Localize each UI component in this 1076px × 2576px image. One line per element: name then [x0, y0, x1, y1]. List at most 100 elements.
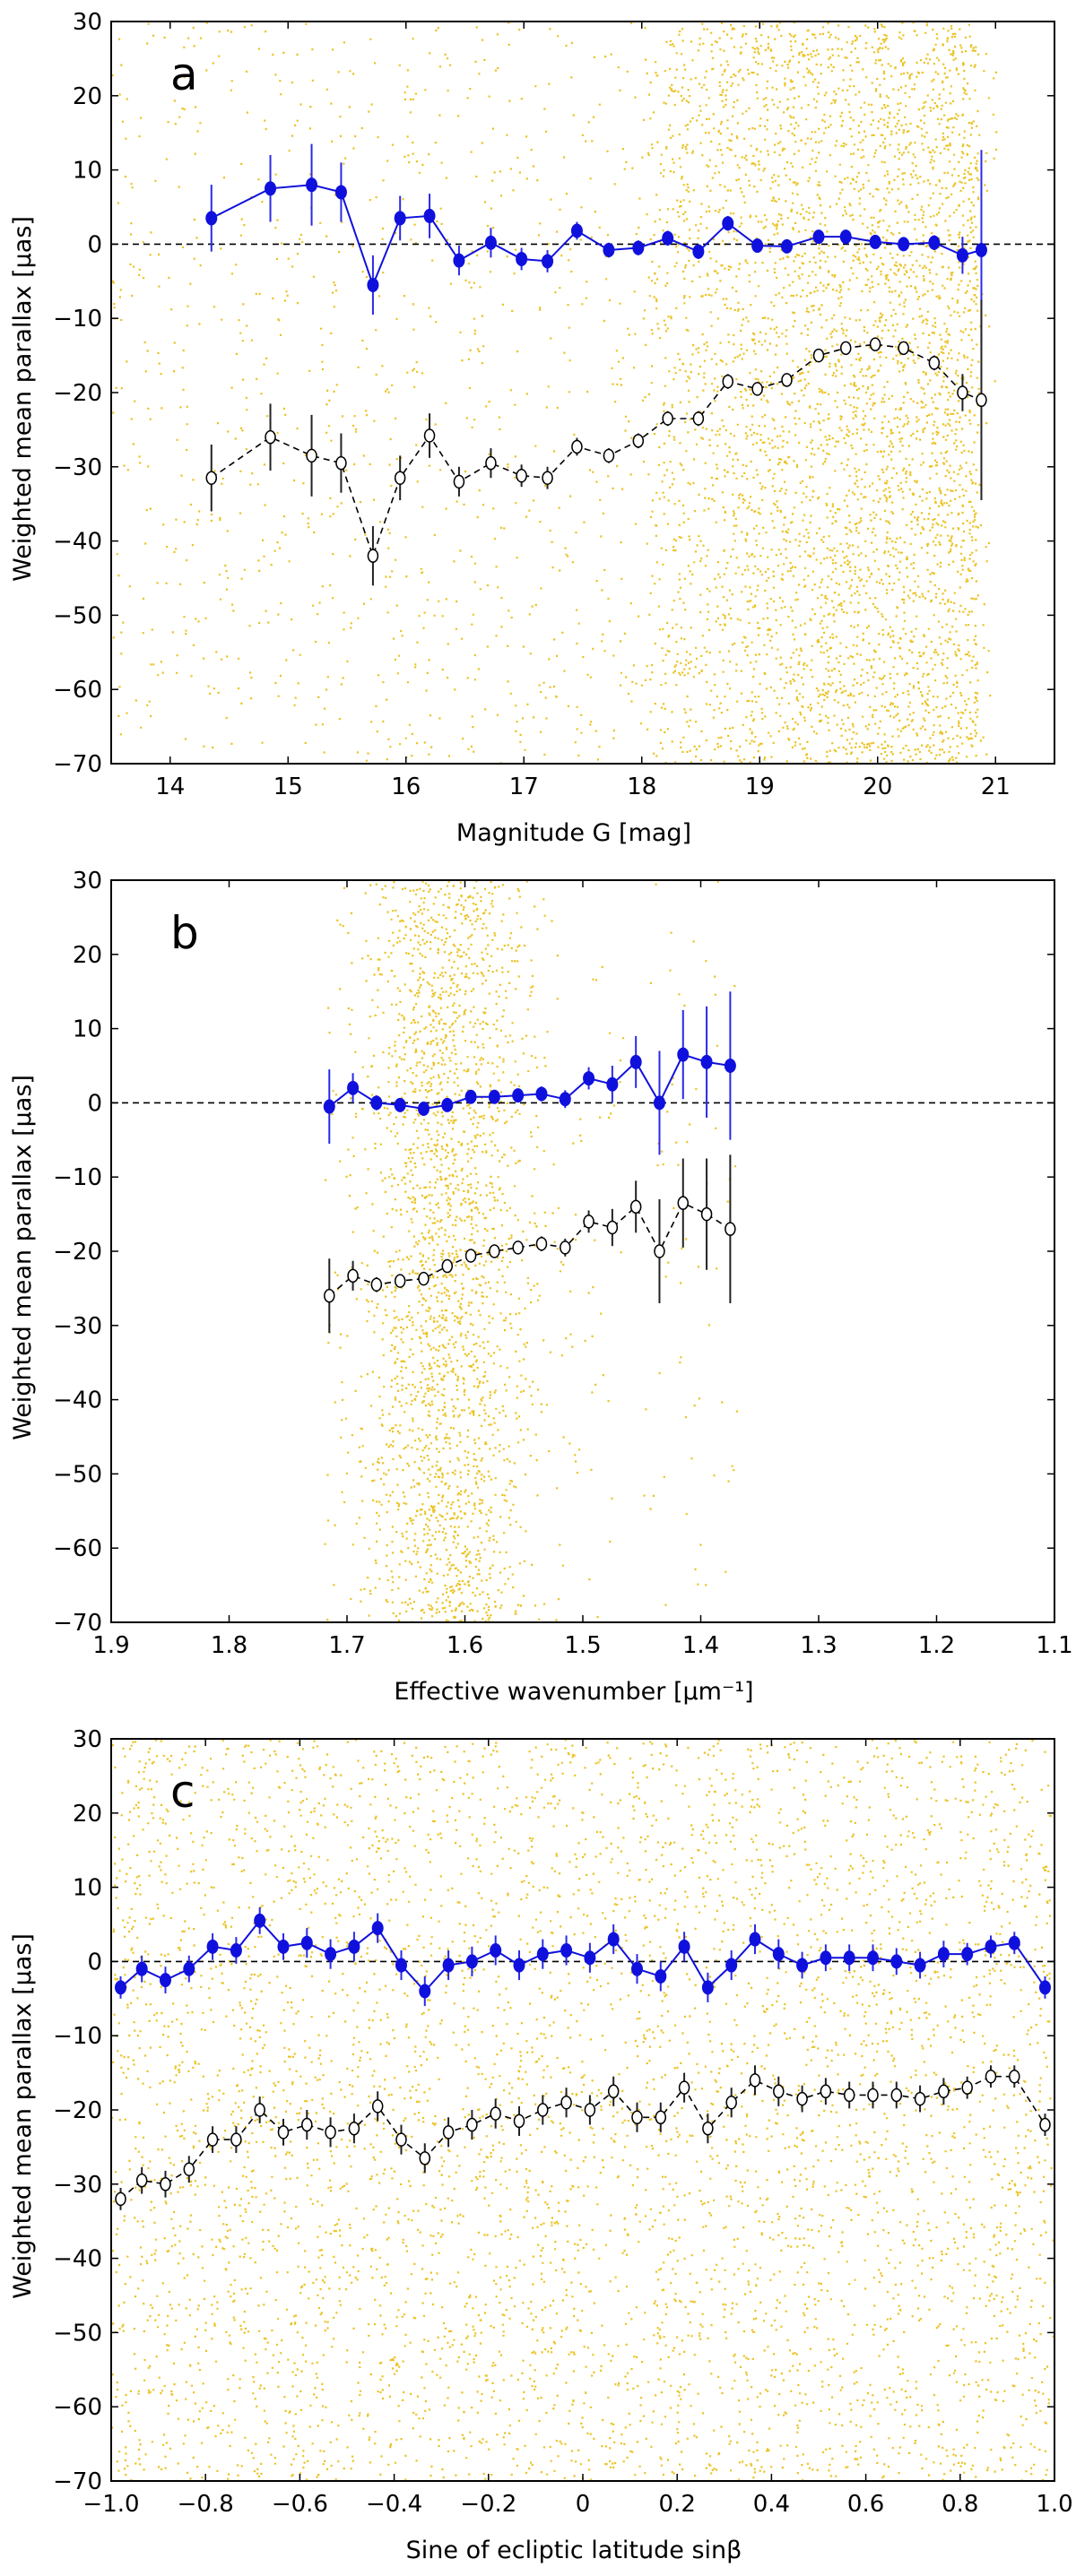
data-point [751, 382, 763, 396]
data-point [914, 1958, 926, 1973]
panel-letter: c [170, 1766, 195, 1818]
panel-b-chart: 30 20 10 0 −10 −20 −30 −40 −50 −60 −701.9 1.8 1.7 1.6… [9, 868, 1073, 1706]
data-point [869, 337, 881, 351]
data-point [654, 1244, 665, 1258]
data-point [976, 393, 987, 408]
data-point [301, 2117, 313, 2132]
y-tick-label: 10 [73, 158, 102, 185]
data-point [484, 235, 497, 250]
y-tick-label: −20 [53, 1239, 102, 1266]
data-point [928, 356, 941, 370]
data-point [662, 411, 673, 426]
background-scatter [324, 880, 738, 1622]
x-tick-label: 21 [981, 774, 1011, 800]
data-point [773, 2084, 785, 2099]
x-tick-label: 20 [863, 774, 892, 800]
data-point [325, 1947, 337, 1962]
data-point [796, 1958, 809, 1973]
data-point [839, 229, 852, 245]
data-point [725, 2095, 737, 2110]
y-tick-label: −20 [53, 2097, 102, 2124]
data-point [395, 1958, 407, 1973]
y-tick-label: −70 [53, 2468, 102, 2495]
data-point [537, 2103, 549, 2117]
background-points [324, 880, 738, 1622]
data-point [584, 2103, 596, 2117]
y-axis-label: Weighted mean parallax [μas] [9, 1075, 37, 1440]
x-axis-label: Effective wavenumber [μm⁻¹] [394, 1678, 753, 1706]
data-point [441, 1258, 454, 1274]
x-tick-label: 1.4 [682, 1632, 719, 1659]
data-point [812, 348, 825, 363]
series-uncorrected [205, 299, 987, 586]
data-point [653, 1095, 665, 1111]
x-tick-label: 1.3 [800, 1632, 837, 1659]
x-tick-label: 1.5 [564, 1632, 601, 1659]
data-point [535, 1086, 548, 1102]
data-point [1038, 1980, 1051, 1995]
series-line [211, 184, 982, 288]
y-tick-label: −30 [53, 454, 102, 481]
data-point [678, 2080, 690, 2095]
series-line [119, 1919, 1046, 1993]
data-point [300, 1935, 313, 1950]
data-point [700, 1206, 713, 1222]
background-points [111, 22, 998, 764]
y-axis-label: Weighted mean parallax [μas] [9, 216, 37, 582]
x-tick-label: −0.8 [178, 2491, 234, 2518]
panel-c-chart: 30 20 10 0 −10 −20 −30 −40 −50 −60 −70−1.0 −0.8 −0.6… [9, 1726, 1073, 2564]
y-tick-label: −70 [53, 1610, 102, 1637]
background-scatter [111, 1739, 1054, 2481]
y-tick-label: −40 [53, 1387, 102, 1414]
data-point [419, 2151, 431, 2165]
data-point [975, 243, 987, 258]
data-point [692, 244, 705, 259]
data-point [348, 2121, 360, 2136]
data-point [370, 1095, 383, 1111]
data-point [277, 1939, 290, 1954]
y-tick-label: −70 [53, 751, 102, 778]
series-line [328, 1202, 731, 1297]
data-point [465, 1954, 478, 1969]
data-point [277, 2125, 290, 2139]
plot-frame [110, 879, 1055, 1623]
panel-a-chart: 30 20 10 0 −10 −20 −30 −40 −50 −60 −70 14 15 16 17 18 19… [9, 9, 1055, 847]
y-axis-label: Weighted mean parallax [μas] [9, 1933, 37, 2299]
data-point [542, 471, 553, 485]
data-point [464, 1249, 477, 1263]
data-point [898, 341, 909, 356]
y-tick-label: 20 [73, 1801, 102, 1828]
y-tick-label: 0 [87, 231, 102, 258]
data-point [394, 211, 406, 226]
data-point [692, 411, 705, 426]
y-tick-label: −50 [53, 602, 102, 629]
x-tick-label: −0.4 [366, 2491, 422, 2518]
y-tick-label: −40 [53, 529, 102, 556]
y-tick-label: −60 [53, 2394, 102, 2421]
data-point [370, 1277, 383, 1292]
x-tick-label: 15 [273, 774, 303, 800]
data-point [254, 1913, 266, 1928]
data-point [230, 1942, 242, 1958]
data-point [206, 2132, 219, 2147]
data-point [961, 2080, 973, 2095]
x-tick-label: 1.9 [92, 1632, 129, 1659]
data-point [839, 341, 852, 356]
data-point [205, 471, 218, 485]
data-point [560, 1942, 573, 1958]
data-point [985, 2069, 997, 2084]
x-tick-label: 0.4 [753, 2491, 790, 2518]
data-point [725, 1222, 736, 1236]
data-point [820, 1950, 832, 1966]
y-tick-label: 20 [73, 942, 102, 969]
y-tick-label: 30 [73, 1726, 102, 1753]
data-point [513, 1958, 525, 1973]
y-tick-label: −20 [53, 380, 102, 407]
data-point [796, 2091, 808, 2106]
data-point [205, 211, 218, 226]
data-point [584, 1950, 596, 1966]
y-tick-label: 0 [87, 1090, 102, 1117]
data-point [571, 439, 583, 454]
data-point [843, 1950, 855, 1966]
data-point [306, 448, 317, 463]
